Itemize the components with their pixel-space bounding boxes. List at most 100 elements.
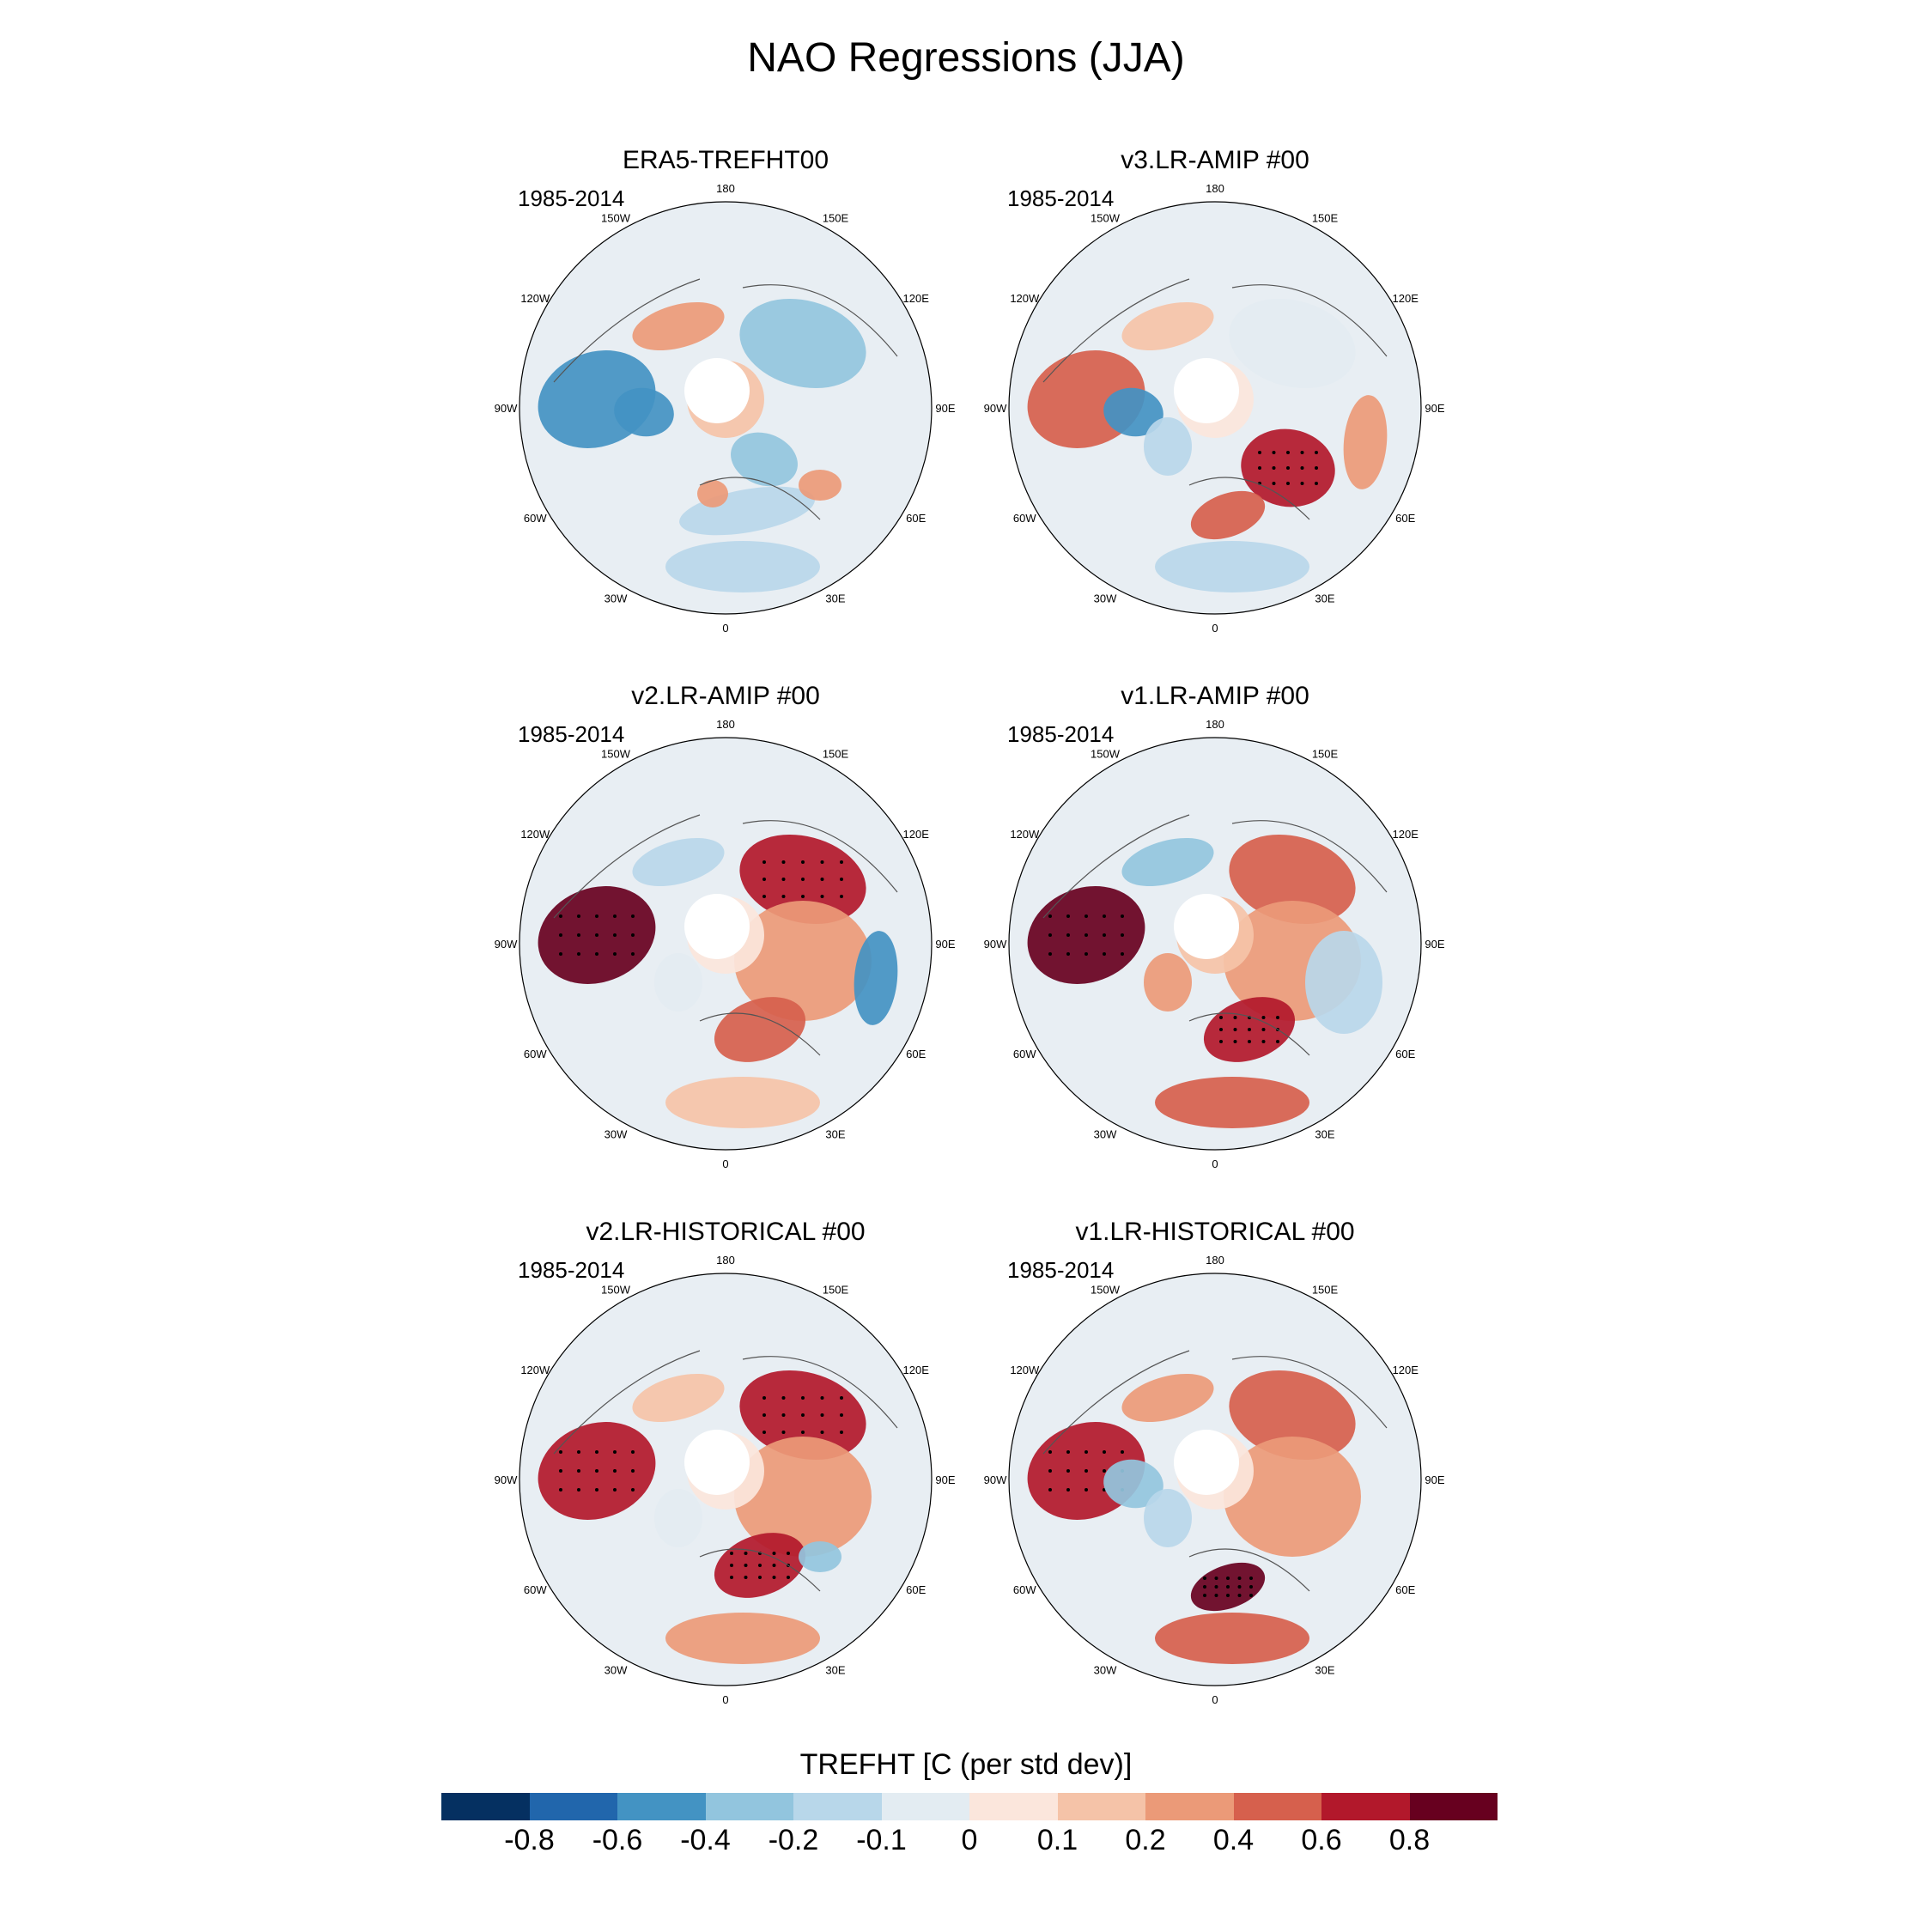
significance-dot: [772, 1564, 776, 1567]
significance-dot: [772, 1552, 776, 1555]
significance-dot: [744, 1564, 748, 1567]
significance-dot: [631, 1469, 635, 1473]
longitude-label: 150E: [1312, 1283, 1339, 1296]
significance-dot: [1048, 914, 1052, 918]
colorbar-segment: [1145, 1793, 1234, 1820]
anomaly-region: [697, 480, 728, 507]
significance-dot: [762, 1431, 766, 1434]
longitude-label: 150W: [601, 211, 631, 224]
longitude-label: 150W: [601, 747, 631, 760]
significance-dot: [1048, 1469, 1052, 1473]
significance-dot: [1048, 1450, 1052, 1454]
longitude-label: 120W: [520, 828, 550, 841]
longitude-label: 90E: [1425, 938, 1444, 951]
longitude-label: 60E: [1395, 1048, 1415, 1060]
significance-dot: [1084, 1450, 1088, 1454]
significance-dot: [1261, 1040, 1266, 1043]
significance-dot: [613, 914, 617, 918]
coastline: [553, 278, 898, 520]
significance-dot: [787, 1552, 790, 1555]
anomaly-region: [1155, 541, 1309, 592]
anomaly-region: [632, 837, 725, 887]
significance-dot: [762, 860, 766, 864]
colorbar-segment: [529, 1793, 617, 1820]
significance-dot: [1066, 952, 1070, 956]
significance-dot: [577, 1488, 580, 1492]
arctic-ocean: [684, 894, 750, 959]
significance-dot: [1219, 1028, 1223, 1031]
arctic-ocean: [684, 1430, 750, 1495]
longitude-label: 30E: [825, 1664, 845, 1677]
longitude-label: 60W: [524, 512, 547, 525]
longitude-label: 150E: [1312, 747, 1339, 760]
significance-dot: [1249, 1585, 1253, 1589]
longitude-label: 150W: [1091, 211, 1121, 224]
significance-dot: [801, 1431, 805, 1434]
colorbar-tick-label: 0.6: [1301, 1824, 1342, 1856]
anomaly-region: [1343, 395, 1388, 489]
longitude-label: 90W: [495, 402, 518, 415]
period-label: 1985-2014: [518, 185, 625, 211]
significance-dot: [595, 933, 598, 937]
significance-dot: [1286, 482, 1290, 485]
coastline: [1042, 1350, 1388, 1592]
arctic-ocean: [1174, 1430, 1239, 1495]
significance-dot: [820, 878, 824, 881]
anomaly-region: [614, 387, 674, 437]
significance-dot: [1103, 952, 1106, 956]
significance-dot: [840, 1431, 843, 1434]
significance-dot: [559, 1469, 562, 1473]
coastline: [1042, 278, 1388, 520]
significance-dot: [631, 933, 635, 937]
significance-dot: [1219, 1016, 1223, 1019]
significance-dot: [1214, 1594, 1218, 1597]
colorbar-title: TREFHT [C (per std dev)]: [799, 1748, 1133, 1781]
significance-dot: [1300, 466, 1304, 470]
longitude-label: 120W: [1010, 292, 1040, 305]
longitude-label: 60E: [1395, 512, 1415, 525]
significance-dot: [1272, 466, 1276, 470]
significance-dot: [559, 952, 562, 956]
colorbar: [441, 1793, 1498, 1820]
colorbar-tick-label: -0.6: [592, 1824, 643, 1856]
significance-dot: [787, 1576, 790, 1579]
significance-dot: [1084, 1469, 1088, 1473]
significance-dot: [840, 1413, 843, 1417]
significance-dot: [631, 914, 635, 918]
colorbar-tick-label: -0.2: [768, 1824, 819, 1856]
significance-dot: [1084, 933, 1088, 937]
significance-dot: [577, 1450, 580, 1454]
colorbar-segment: [617, 1793, 706, 1820]
longitude-label: 60E: [906, 1048, 926, 1060]
colorbar-tick-label: 0.8: [1388, 1824, 1431, 1856]
significance-dot: [1048, 952, 1052, 956]
significance-dot: [1272, 451, 1276, 454]
significance-dot: [801, 1396, 805, 1400]
anomaly-region: [1224, 1437, 1361, 1557]
significance-dot: [801, 878, 805, 881]
anomaly-region: [1121, 301, 1214, 351]
significance-dot: [1048, 1488, 1052, 1492]
longitude-label: 60W: [1013, 1048, 1036, 1060]
significance-dot: [1237, 1577, 1242, 1580]
longitude-label: 150E: [823, 211, 849, 224]
significance-dot: [801, 895, 805, 898]
significance-dot: [840, 860, 843, 864]
longitude-label: 150E: [823, 747, 849, 760]
significance-dot: [762, 1413, 766, 1417]
significance-dot: [762, 895, 766, 898]
longitude-label: 120W: [520, 292, 550, 305]
longitude-label: 30E: [825, 592, 845, 605]
significance-dot: [1214, 1585, 1218, 1589]
significance-dot: [1103, 914, 1106, 918]
panel-title: v2.LR-HISTORICAL #00: [586, 1218, 866, 1246]
longitude-label: 30E: [1315, 1664, 1334, 1677]
longitude-label: 60W: [1013, 1583, 1036, 1596]
longitude-label: 150W: [1091, 747, 1121, 760]
longitude-label: 150W: [601, 1283, 631, 1296]
longitude-label: 90W: [984, 1473, 1007, 1486]
anomaly-region: [799, 1541, 841, 1572]
significance-dot: [1249, 1594, 1253, 1597]
longitude-label: 60W: [524, 1583, 547, 1596]
significance-dot: [1248, 1040, 1251, 1043]
